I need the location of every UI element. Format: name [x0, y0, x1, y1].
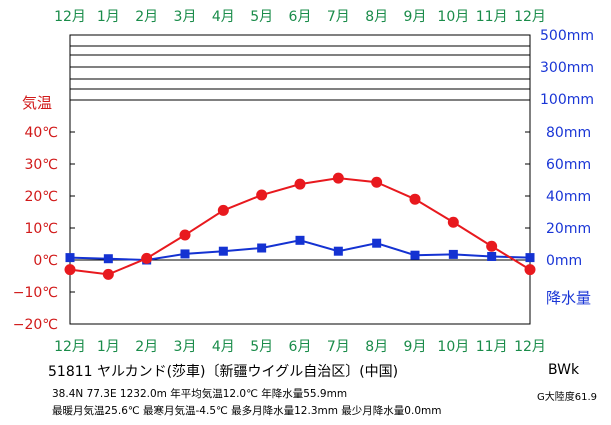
- temperature-tick-label: 0℃: [33, 253, 58, 269]
- temperature-tick-label: −10℃: [13, 285, 58, 301]
- continentality-index: G大陸度61.9: [537, 392, 598, 403]
- station-stats-1: 38.4N 77.3E 1232.0m 年平均気温12.0℃ 年降水量55.9m…: [52, 388, 348, 400]
- month-label-top: 10月: [437, 9, 469, 25]
- precipitation-point: [333, 246, 343, 256]
- month-label-top: 3月: [174, 9, 197, 25]
- precipitation-upper-tick-label: 500mm: [540, 28, 594, 44]
- precipitation-point: [525, 253, 535, 263]
- precipitation-tick-label: 80mm: [546, 125, 591, 141]
- temperature-tick-label: 20℃: [24, 189, 58, 205]
- precipitation-point: [218, 246, 228, 256]
- temperature-point: [524, 264, 536, 276]
- month-label-top: 7月: [327, 9, 350, 25]
- precipitation-tick-label: 60mm: [546, 157, 591, 173]
- temperature-point: [217, 204, 229, 216]
- month-label-top: 4月: [212, 9, 235, 25]
- temperature-point: [409, 193, 421, 205]
- month-label-bottom: 2月: [135, 339, 158, 355]
- temperature-tick-label: −20℃: [13, 317, 58, 333]
- month-label-bottom: 3月: [174, 339, 197, 355]
- precipitation-point: [410, 250, 420, 260]
- temperature-tick-label: 40℃: [24, 125, 58, 141]
- climate-classification: BWk: [548, 362, 580, 378]
- month-label-bottom: 5月: [250, 339, 273, 355]
- month-label-bottom: 6月: [289, 339, 312, 355]
- temperature-tick-label: 10℃: [24, 221, 58, 237]
- temperature-axis-ticks: 40℃ 30℃ 20℃ 10℃ 0℃ −10℃ −20℃: [13, 125, 75, 333]
- precipitation-point: [180, 249, 190, 259]
- month-label-top: 11月: [476, 9, 508, 25]
- precipitation-point: [487, 251, 497, 261]
- plot-frame: [69, 34, 531, 325]
- month-label-top: 9月: [404, 9, 427, 25]
- precipitation-tick-label: 0mm: [546, 253, 582, 269]
- month-label-top: 12月: [54, 9, 86, 25]
- temperature-point: [447, 216, 459, 228]
- month-label-top: 12月: [514, 9, 546, 25]
- temperature-tick-label: 30℃: [24, 157, 58, 173]
- precipitation-upper-tick-label: 100mm: [540, 92, 594, 108]
- precipitation-tick-label: 20mm: [546, 221, 591, 237]
- temperature-point: [294, 178, 306, 190]
- temperature-point: [371, 176, 383, 188]
- month-label-top: 1月: [97, 9, 120, 25]
- top-month-labels: 12月 1月 2月 3月 4月 5月 6月 7月 8月 9月 10月 11月 12月: [54, 9, 546, 25]
- temperature-point: [102, 268, 114, 280]
- bottom-month-labels: 12月 1月 2月 3月 4月 5月 6月 7月 8月 9月 10月 11月 12月: [54, 339, 546, 355]
- month-label-bottom: 4月: [212, 339, 235, 355]
- precipitation-upper-tick-label: 300mm: [540, 60, 594, 76]
- station-name: 51811 ヤルカンド(莎車)〔新疆ウイグル自治区〕(中国): [48, 364, 399, 380]
- precipitation-tick-label: 40mm: [546, 189, 591, 205]
- precipitation-point: [372, 238, 382, 248]
- temperature-point: [332, 172, 344, 184]
- month-label-bottom: 9月: [404, 339, 427, 355]
- temperature-point: [141, 252, 153, 264]
- precipitation-point: [448, 249, 458, 259]
- month-label-bottom: 1月: [97, 339, 120, 355]
- precipitation-point: [65, 253, 75, 263]
- precipitation-axis-title: 降水量: [546, 289, 591, 307]
- upper-precipitation-scale-lines: [70, 45, 530, 101]
- temperature-series: [64, 172, 536, 280]
- precipitation-point: [103, 254, 113, 264]
- month-label-bottom: 11月: [476, 339, 508, 355]
- precipitation-axis-ticks: 80mm 60mm 40mm 20mm 0mm 500mm 300mm 100mm: [525, 28, 594, 269]
- month-label-bottom: 12月: [54, 339, 86, 355]
- month-label-bottom: 10月: [437, 339, 469, 355]
- temperature-point: [486, 240, 498, 252]
- month-label-top: 5月: [250, 9, 273, 25]
- station-stats-2: 最暖月気温25.6℃ 最寒月気温-4.5℃ 最多月降水量12.3mm 最少月降水…: [52, 405, 442, 417]
- month-label-top: 6月: [289, 9, 312, 25]
- month-label-top: 8月: [365, 9, 388, 25]
- month-label-bottom: 8月: [365, 339, 388, 355]
- month-label-bottom: 7月: [327, 339, 350, 355]
- temperature-point: [256, 189, 268, 201]
- month-label-bottom: 12月: [514, 339, 546, 355]
- precipitation-point: [295, 235, 305, 245]
- temperature-axis-title: 気温: [22, 94, 52, 112]
- temperature-point: [179, 229, 191, 241]
- precipitation-point: [257, 243, 267, 253]
- temperature-point: [64, 264, 76, 276]
- month-label-top: 2月: [135, 9, 158, 25]
